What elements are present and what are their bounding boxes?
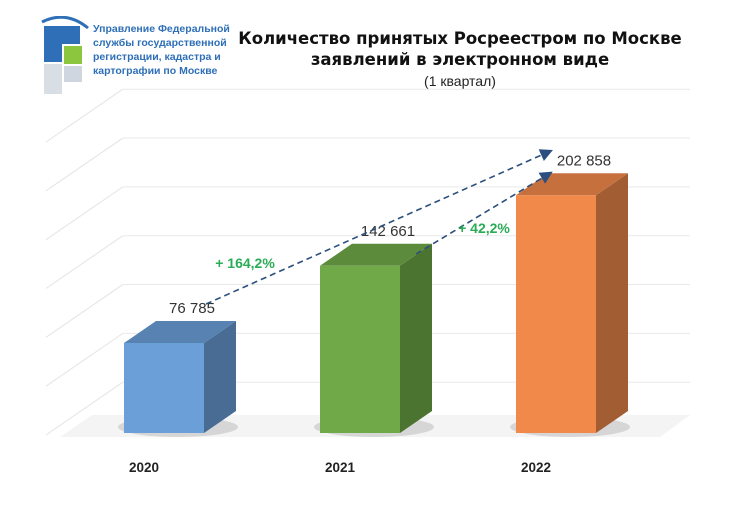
org-name-line: службы государственной	[93, 37, 227, 49]
bar-2022	[516, 195, 596, 433]
value-label-2022: 202 858	[557, 152, 611, 169]
organization-name: Управление Федеральной службы государств…	[93, 22, 243, 78]
bars	[118, 173, 630, 437]
category-label-2020: 2020	[129, 460, 159, 475]
bar-top-2020	[124, 321, 236, 344]
grid-line-diagonal	[45, 88, 124, 143]
growth-label: + 164,2%	[215, 255, 275, 271]
chart-subtitle: (1 квартал)	[424, 73, 496, 89]
org-name-line: картографии по Москве	[93, 65, 218, 77]
grid-line-diagonal	[45, 284, 124, 338]
growth-label: + 42,2%	[458, 220, 510, 236]
grid-line-diagonal	[45, 381, 124, 436]
bar-top-2021	[320, 243, 432, 266]
rosreestr-logo-block: Управление Федеральной службы государств…	[40, 16, 240, 96]
grid-line-diagonal	[45, 332, 124, 387]
growth-annotations: + 164,2% + 42,2%	[205, 149, 553, 305]
grid-line-diagonal	[45, 137, 124, 192]
value-label-2021: 142 661	[361, 223, 415, 240]
grid-line-diagonal	[45, 186, 124, 241]
chart-title-line: Количество принятых Росреестром по Москв…	[238, 29, 682, 48]
bar-side-2021	[400, 243, 432, 433]
bar-side-2020	[204, 321, 236, 433]
growth-arrow-2021-2022	[415, 171, 553, 255]
bar-2021	[320, 265, 400, 433]
data-labels: 76 785 2020 142 661 2021 202 858 2022	[129, 152, 611, 475]
category-label-2021: 2021	[325, 460, 356, 475]
grid-line-diagonal	[45, 235, 124, 289]
value-label-2020: 76 785	[169, 300, 215, 317]
category-label-2022: 2022	[521, 460, 551, 475]
bar-side-2022	[596, 173, 628, 433]
org-name-line: Управление Федеральной	[93, 23, 230, 35]
chart-title-block: Количество принятых Росреестром по Москв…	[230, 28, 690, 91]
rosreestr-emblem-icon	[41, 16, 89, 94]
chart-title-line: заявлений в электронном виде	[310, 50, 610, 69]
growth-arrow-2020-2022	[205, 149, 553, 305]
org-name-line: регистрации, кадастра и	[93, 51, 221, 63]
bar-2020	[124, 343, 204, 433]
